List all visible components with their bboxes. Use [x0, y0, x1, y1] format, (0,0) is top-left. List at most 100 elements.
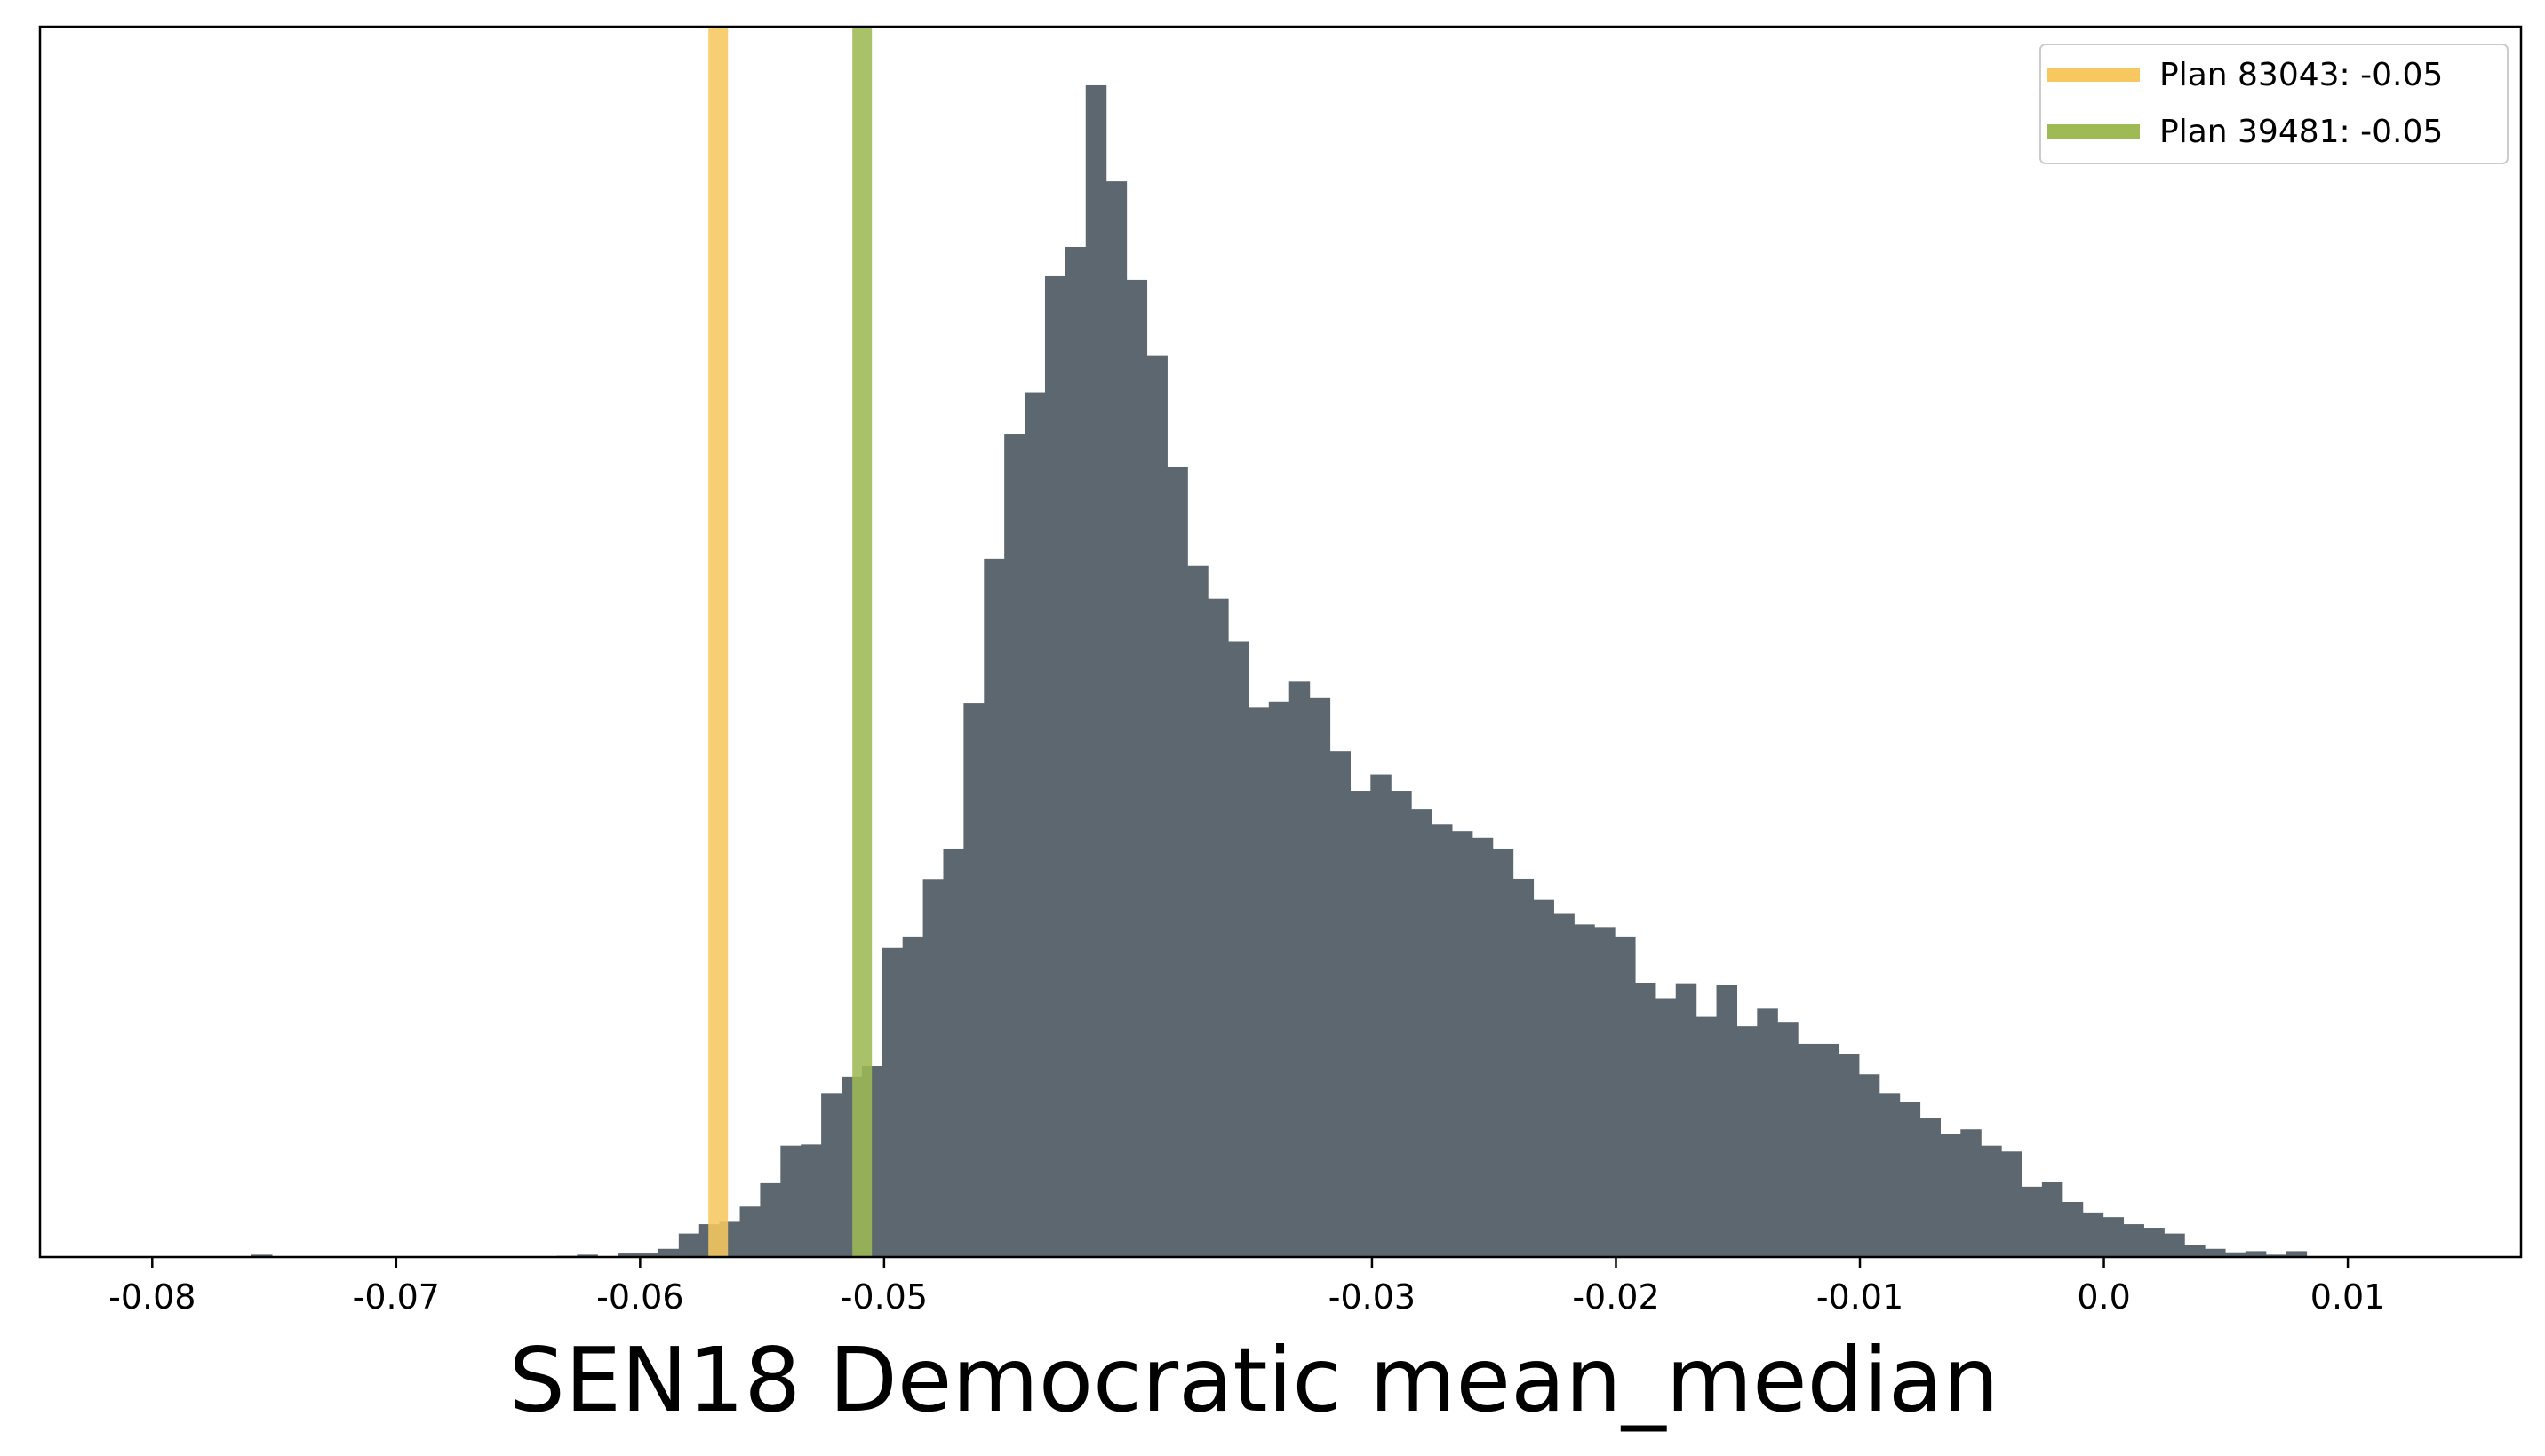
histogram-bar	[739, 1206, 762, 1257]
histogram-bar	[1329, 751, 1352, 1257]
histogram-bar	[1004, 434, 1025, 1257]
histogram-bar	[1736, 1026, 1758, 1257]
histogram-bar	[1065, 246, 1087, 1257]
histogram-bar	[821, 1093, 842, 1257]
histogram-bar	[2224, 1252, 2246, 1257]
histogram-bar	[2245, 1251, 2267, 1257]
histogram-bar	[1695, 1016, 1718, 1257]
histogram-bar	[1512, 878, 1535, 1257]
histogram-bar	[801, 1144, 822, 1257]
histogram-bar	[1919, 1118, 1941, 1257]
legend-label-plan-39481: Plan 39481: -0.05	[2159, 114, 2443, 150]
x-tick-label: 0.0	[2077, 1277, 2130, 1317]
x-tick-label: 0.01	[2310, 1277, 2386, 1317]
axes-frame	[38, 25, 2523, 1259]
histogram-bar	[1208, 598, 1229, 1257]
histogram-bars	[251, 84, 2308, 1258]
histogram-bar	[1981, 1145, 2002, 1257]
histogram-bar	[2021, 1186, 2043, 1257]
histogram-bar	[1268, 701, 1290, 1257]
histogram-bar	[1350, 791, 1371, 1257]
histogram-bar	[1655, 998, 1677, 1257]
histogram-bar	[1472, 837, 1494, 1257]
histogram-bar	[1533, 899, 1554, 1257]
histogram-bar	[1411, 809, 1432, 1257]
histogram-bar	[1492, 848, 1514, 1257]
histogram-bar	[1615, 936, 1636, 1257]
legend-box	[2039, 44, 2509, 164]
legend: Plan 83043: -0.05 Plan 39481: -0.05	[2039, 44, 2509, 164]
histogram-bar	[760, 1182, 781, 1257]
x-tick-label: -0.02	[1572, 1277, 1659, 1317]
histogram-bar	[618, 1253, 639, 1257]
histogram-bar	[1105, 181, 1128, 1258]
x-tick-label: -0.08	[108, 1277, 195, 1317]
histogram-bar	[1716, 984, 1738, 1257]
histogram-bar	[1391, 791, 1412, 1257]
histogram-bar	[1960, 1129, 1982, 1257]
histogram-bar	[1288, 681, 1311, 1257]
histogram-bar	[1757, 1008, 1778, 1257]
histogram-bar	[1940, 1134, 1961, 1257]
histogram-bar	[2286, 1251, 2308, 1257]
histogram-bar	[2123, 1224, 2144, 1257]
x-tick-label: -0.03	[1328, 1277, 1416, 1317]
histogram-bar	[1798, 1043, 1819, 1257]
histogram-bar	[2143, 1228, 2165, 1257]
histogram-bar	[1025, 392, 1046, 1257]
histogram-bar	[1858, 1074, 1880, 1257]
histogram-bar	[1574, 924, 1595, 1257]
histogram-bar	[638, 1253, 659, 1257]
histogram-bar	[780, 1145, 802, 1257]
histogram-bar	[1167, 466, 1188, 1257]
histogram-bar	[1044, 275, 1066, 1257]
histogram-bar	[1228, 641, 1249, 1257]
x-tick-label: -0.01	[1816, 1277, 1903, 1317]
histogram-bar	[577, 1254, 598, 1257]
histogram-bar	[943, 848, 964, 1257]
histogram-bar	[963, 703, 985, 1257]
histogram-bar	[1248, 707, 1270, 1257]
histogram-bar	[2062, 1202, 2084, 1257]
histogram-bar	[1553, 913, 1575, 1257]
x-axis-ticks: -0.08 -0.07 -0.06 -0.05 -0.03 -0.02 -0.01 0.0 0.…	[108, 1257, 2385, 1317]
histogram-bar	[1594, 927, 1616, 1257]
x-axis-label: SEN18 Democratic mean_median	[508, 1328, 1999, 1432]
x-tick-label: -0.06	[596, 1277, 683, 1317]
histogram-bar	[1634, 983, 1656, 1257]
histogram-bar	[2265, 1254, 2287, 1257]
histogram-bar	[2001, 1151, 2022, 1257]
histogram-bar	[1370, 774, 1392, 1257]
histogram-bar	[1126, 279, 1148, 1257]
histogram-bar	[1838, 1054, 1860, 1257]
histogram-bar	[1879, 1093, 1901, 1257]
histogram-bar	[882, 947, 904, 1257]
x-tick-label: -0.05	[841, 1277, 928, 1317]
histogram-bar	[2041, 1182, 2063, 1257]
plan-marker-lines	[708, 27, 873, 1257]
histogram-bar	[1818, 1043, 1839, 1257]
histogram-bar	[2082, 1212, 2104, 1257]
histogram-bar	[678, 1233, 700, 1257]
histogram-bar	[251, 1254, 273, 1257]
histogram-bar	[1085, 84, 1107, 1257]
histogram-bar	[984, 558, 1005, 1257]
histogram-bar	[1899, 1102, 1921, 1257]
histogram-bar	[1451, 831, 1473, 1257]
histogram-bar	[1431, 824, 1453, 1257]
histogram-bar	[1309, 697, 1331, 1257]
histogram-bar	[2205, 1248, 2226, 1257]
histogram-bar	[2184, 1245, 2206, 1257]
histogram-bar	[1675, 983, 1697, 1257]
histogram-bar	[902, 936, 924, 1257]
histogram-bar	[922, 879, 945, 1257]
histogram-bar	[1187, 565, 1209, 1257]
x-tick-label: -0.07	[353, 1277, 440, 1317]
histogram-bar	[1777, 1022, 1799, 1257]
histogram-bar	[2164, 1233, 2185, 1257]
histogram-bar	[1146, 355, 1168, 1258]
histogram-bar	[2102, 1217, 2125, 1257]
histogram-bar	[658, 1248, 680, 1257]
legend-label-plan-83043: Plan 83043: -0.05	[2159, 57, 2443, 93]
